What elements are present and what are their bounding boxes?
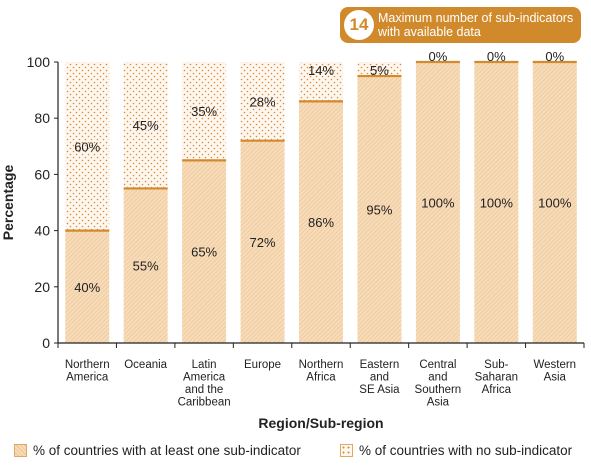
- x-tick-label-line: Europe: [244, 359, 281, 371]
- bar-value-label: 100%: [480, 196, 514, 211]
- x-tick-label-line: and: [370, 372, 389, 384]
- x-tick-label-line: America: [66, 372, 109, 384]
- bar-value-label: 95%: [366, 203, 392, 218]
- y-tick-label: 0: [42, 335, 50, 351]
- legend-item-dots: % of countries with no sub-indicator: [340, 443, 572, 458]
- x-tick-label-line: SE Asia: [359, 384, 400, 396]
- bar-segment-no-subindicator: [182, 62, 227, 161]
- stacked-bar-chart: 40% 60% 55% 45% 65% 35% 72% 28% 86% 14% 95% 5% 100% 0…: [0, 49, 585, 431]
- bar-value-label: 100%: [421, 196, 455, 211]
- bar-segment-with-subindicator: [240, 140, 285, 343]
- y-tick-label: 40: [34, 223, 50, 239]
- bar-segment-with-subindicator: [182, 160, 227, 343]
- x-tick-label-line: Africa: [306, 372, 336, 384]
- legend-swatch-dots: [340, 444, 353, 457]
- bar-value-label: 72%: [250, 235, 276, 250]
- bar-value-label: 55%: [133, 259, 159, 274]
- x-tick-label-line: Africa: [482, 384, 512, 396]
- y-tick-label: 80: [34, 110, 50, 126]
- legend-swatch-solid: [14, 444, 27, 457]
- x-tick-label: Oceania: [124, 359, 167, 371]
- x-tick-label: Northern Africa: [299, 359, 344, 384]
- x-tick-label: Sub-Saharan Africa: [475, 359, 518, 396]
- x-tick-label: Northern America: [65, 359, 110, 384]
- y-tick-label: 60: [34, 166, 50, 182]
- bar-value-label: 65%: [191, 245, 217, 260]
- x-tick-label-line: Western: [533, 359, 576, 371]
- x-axis-label: Region/Sub-region: [258, 415, 383, 431]
- x-tick-label: Western Asia: [533, 359, 576, 384]
- x-tick-label-line: Oceania: [124, 359, 167, 371]
- bar-segment-with-subindicator: [474, 62, 519, 343]
- legend-label-dots: % of countries with no sub-indicator: [359, 443, 573, 458]
- bar-segment-with-subindicator: [415, 62, 460, 343]
- x-tick-label: Latin America and the Caribbean: [178, 359, 231, 409]
- x-tick-label-line: and: [428, 372, 447, 384]
- x-tick-label: Eastern and SE Asia: [359, 359, 400, 396]
- x-tick-label-line: Northern: [65, 359, 110, 371]
- bar-segment-no-subindicator: [240, 62, 285, 141]
- bar-value-label: 0%: [428, 49, 447, 64]
- x-tick-label-line: Caribbean: [178, 397, 231, 409]
- x-tick-label: Europe: [244, 359, 281, 371]
- x-tick-label-line: Central: [419, 359, 456, 371]
- x-tick-label-line: Asia: [544, 372, 567, 384]
- bar-segment-no-subindicator: [123, 62, 168, 189]
- bar-value-label: 35%: [191, 104, 217, 119]
- bar-value-label: 60%: [74, 139, 100, 154]
- x-tick-label-line: America: [183, 372, 226, 384]
- x-tick-label: Central and Southern Asia: [415, 359, 462, 409]
- bar-value-label: 40%: [74, 280, 100, 295]
- bar-value-label: 0%: [545, 49, 564, 64]
- x-tick-label-line: Southern: [415, 384, 462, 396]
- bar-value-label: 5%: [370, 63, 389, 78]
- badge-number: 14: [344, 10, 374, 40]
- bar-segment-with-subindicator: [299, 101, 343, 343]
- legend-item-solid: % of countries with at least one sub-ind…: [14, 443, 301, 458]
- bar-segment-with-subindicator: [123, 188, 168, 343]
- bar-segment-with-subindicator: [357, 76, 402, 344]
- badge-text: Maximum number of sub-indicators with av…: [378, 11, 574, 39]
- x-tick-label-line: and the: [185, 384, 223, 396]
- x-tick-label-line: Eastern: [360, 359, 400, 371]
- bar-value-label: 100%: [538, 196, 572, 211]
- bar-segment-with-subindicator: [65, 230, 110, 343]
- bar-value-label: 86%: [308, 215, 334, 230]
- bar-value-label: 14%: [308, 63, 334, 78]
- bar-segment-with-subindicator: [532, 62, 577, 343]
- x-tick-label-line: Asia: [427, 397, 450, 409]
- bar-value-label: 28%: [250, 94, 276, 109]
- y-tick-label: 20: [34, 279, 50, 295]
- bar-value-label: 45%: [133, 118, 159, 133]
- bar-value-label: 0%: [487, 49, 506, 64]
- bar-segment-no-subindicator: [65, 62, 110, 231]
- bar-segment-no-subindicator: [357, 62, 402, 77]
- info-badge: 14 Maximum number of sub-indicators with…: [340, 7, 581, 43]
- x-tick-label-line: Sub-: [484, 359, 508, 371]
- x-tick-label-line: Northern: [299, 359, 344, 371]
- x-tick-label-line: Latin: [192, 359, 217, 371]
- bar-segment-no-subindicator: [299, 62, 343, 102]
- x-tick-label-line: Saharan: [475, 372, 518, 384]
- y-axis-label: Percentage: [0, 165, 16, 241]
- y-tick-label: 100: [27, 54, 51, 70]
- legend-label-solid: % of countries with at least one sub-ind…: [33, 443, 301, 458]
